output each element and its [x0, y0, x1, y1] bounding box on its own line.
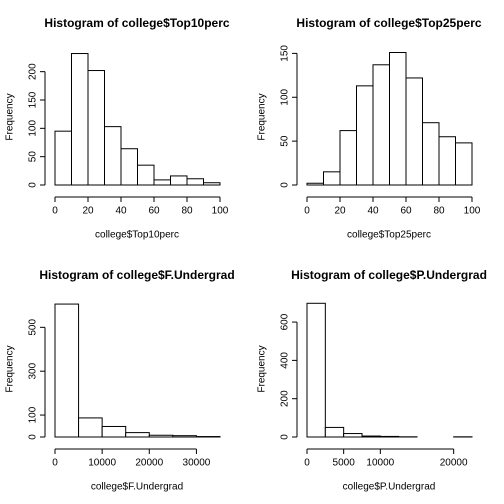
y-tick-label: 100 — [280, 88, 291, 105]
x-tick-label: 20 — [334, 206, 346, 217]
bar — [324, 426, 345, 438]
y-tick-label: 500 — [28, 319, 39, 336]
bar — [379, 435, 400, 438]
bar — [71, 53, 89, 186]
bar — [339, 130, 357, 186]
y-tick-label: 0 — [28, 434, 39, 440]
bar — [438, 136, 456, 186]
x-tick-label: 10000 — [88, 458, 116, 469]
chart-title: Histogram of college$P.Undergrad — [291, 268, 487, 282]
bar — [422, 122, 440, 186]
bar — [125, 432, 150, 438]
x-tick-label: 0 — [52, 458, 58, 469]
x-tick-label: 5000 — [333, 458, 356, 469]
x-tick-label: 40 — [367, 206, 379, 217]
y-axis-label: Frequency — [257, 93, 268, 140]
x-axis-label: college$P.Undergrad — [343, 482, 436, 493]
x-tick-label: 30000 — [183, 458, 211, 469]
bar — [78, 417, 103, 438]
bar — [372, 64, 390, 186]
chart-title: Histogram of college$Top25perc — [296, 16, 481, 30]
bar — [356, 85, 374, 186]
x-tick-label: 100 — [464, 206, 481, 217]
bar — [101, 425, 127, 438]
bar — [455, 142, 473, 186]
y-tick-label: 200 — [28, 63, 39, 80]
bar — [405, 77, 423, 186]
bar — [389, 52, 407, 186]
y-tick-label: 150 — [280, 45, 291, 62]
y-tick-label: 600 — [280, 313, 291, 330]
y-axis-label: Frequency — [5, 93, 16, 140]
bar — [54, 130, 72, 186]
y-tick-label: 0 — [280, 434, 291, 440]
x-axis-label: college$Top10perc — [95, 230, 179, 241]
y-axis-label: Frequency — [257, 345, 268, 392]
x-tick-label: 0 — [52, 206, 58, 217]
y-tick-label: 100 — [28, 406, 39, 423]
x-tick-label: 80 — [181, 206, 193, 217]
bar — [87, 70, 105, 186]
chart-title: Histogram of college$F.Undergrad — [39, 268, 234, 282]
x-tick-label: 60 — [148, 206, 160, 217]
bar — [172, 435, 197, 438]
bar — [306, 302, 326, 438]
bar — [148, 434, 174, 438]
bar — [186, 178, 204, 186]
y-tick-label: 150 — [28, 91, 39, 108]
bar — [153, 179, 171, 186]
x-tick-label: 80 — [433, 206, 445, 217]
x-axis-label: college$Top25perc — [347, 230, 431, 241]
x-tick-label: 40 — [115, 206, 127, 217]
x-tick-label: 0 — [304, 206, 310, 217]
x-axis-label: college$F.Undergrad — [91, 482, 183, 493]
x-tick-label: 10000 — [366, 458, 394, 469]
y-tick-label: 200 — [280, 390, 291, 407]
bar — [361, 435, 381, 438]
bar — [343, 433, 363, 438]
x-tick-label: 60 — [400, 206, 412, 217]
bar — [137, 164, 155, 186]
y-tick-label: 0 — [280, 182, 291, 188]
bar — [306, 182, 324, 186]
y-axis-label: Frequency — [5, 345, 16, 392]
y-tick-label: 0 — [28, 182, 39, 188]
y-tick-label: 100 — [28, 120, 39, 137]
bar — [203, 182, 221, 186]
chart-title: Histogram of college$Top10perc — [44, 16, 229, 30]
bar — [54, 303, 80, 438]
y-tick-label: 300 — [28, 362, 39, 379]
x-tick-label: 20000 — [135, 458, 163, 469]
y-tick-label: 50 — [280, 135, 291, 147]
y-tick-label: 400 — [280, 352, 291, 369]
bar — [104, 126, 122, 186]
bar — [323, 171, 341, 186]
x-tick-label: 20 — [82, 206, 94, 217]
x-tick-label: 20000 — [440, 458, 468, 469]
x-tick-label: 0 — [304, 458, 310, 469]
bar — [170, 175, 188, 186]
x-tick-label: 100 — [212, 206, 229, 217]
y-tick-label: 50 — [28, 151, 39, 163]
bar — [120, 148, 138, 186]
